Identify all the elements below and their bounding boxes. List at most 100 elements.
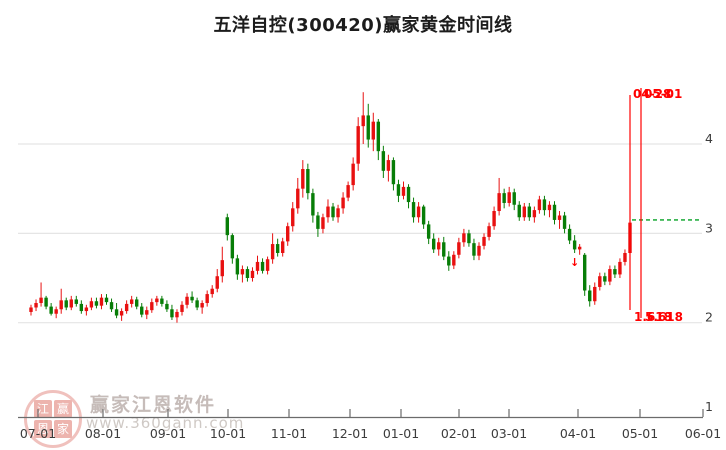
- candle-body: [608, 269, 612, 282]
- candle-body: [150, 302, 154, 311]
- candle-body: [54, 309, 58, 314]
- candle-body: [452, 254, 456, 266]
- candle-body: [155, 298, 159, 303]
- candle-body: [532, 210, 537, 218]
- seal-character-grid: 江 赢 恩 家: [34, 400, 72, 438]
- x-axis-label: 06-01: [685, 426, 721, 441]
- candle-body: [275, 244, 280, 253]
- candle-body: [306, 169, 310, 194]
- candle-body: [260, 261, 265, 271]
- candle-body: [160, 298, 164, 304]
- candle-body: [421, 206, 426, 225]
- candle-body: [114, 309, 119, 316]
- candle-body: [165, 303, 169, 310]
- time-line-date-label: 04-28: [633, 87, 671, 101]
- candle-body: [371, 121, 375, 140]
- candle-body: [437, 242, 441, 250]
- candle-body: [416, 206, 421, 218]
- candle-body: [79, 303, 84, 312]
- candle-body: [482, 236, 486, 246]
- candle-body: [190, 296, 194, 301]
- candle-body: [59, 300, 63, 310]
- candle-body: [180, 304, 184, 312]
- candle-body: [557, 215, 562, 220]
- candle-body: [321, 217, 325, 229]
- candle-body: [552, 204, 557, 220]
- candle-body: [542, 199, 547, 211]
- candle-body: [326, 206, 330, 218]
- candle-body: [69, 299, 73, 308]
- candle-body: [124, 303, 129, 312]
- seal-char: 恩: [34, 420, 52, 438]
- candle-body: [426, 224, 431, 239]
- candle-body: [361, 115, 365, 127]
- candle-body: [34, 303, 38, 308]
- candle-body: [195, 300, 199, 308]
- candle-body: [286, 226, 290, 242]
- candle-body: [94, 301, 99, 306]
- watermark-brand-text: 赢家江恩软件: [90, 394, 217, 416]
- candle-body: [311, 193, 315, 216]
- candle-body: [145, 310, 149, 315]
- y-axis-label: 2: [705, 310, 713, 325]
- candle-body: [537, 199, 542, 211]
- candle-body: [562, 215, 567, 229]
- candle-body: [391, 160, 396, 185]
- candle-body: [386, 160, 391, 171]
- candle-body: [210, 288, 214, 295]
- candle-body: [487, 226, 491, 237]
- candle-body: [280, 241, 285, 253]
- candle-body: [507, 192, 511, 203]
- candle-body: [603, 276, 607, 282]
- candle-body: [431, 238, 436, 250]
- candle-body: [411, 202, 416, 218]
- y-axis-label: 1: [705, 399, 713, 414]
- candle-body: [230, 235, 235, 259]
- candle-body: [366, 115, 370, 140]
- x-axis-label: 07-01: [20, 426, 56, 441]
- candle-body: [401, 186, 406, 196]
- candle-body: [492, 211, 496, 227]
- x-axis-label: 01-01: [383, 426, 419, 441]
- candle-body: [447, 256, 451, 266]
- x-axis-label: 04-01: [560, 426, 596, 441]
- candle-body: [39, 297, 43, 304]
- candle-body: [341, 197, 345, 209]
- candle-body: [502, 193, 506, 203]
- candle-body: [119, 311, 124, 316]
- candle-body: [84, 307, 89, 312]
- candle-body: [245, 269, 250, 279]
- x-axis-label: 05-01: [622, 426, 658, 441]
- candle-body: [331, 206, 335, 218]
- y-axis-label: 4: [705, 131, 713, 146]
- candle-body: [618, 261, 622, 275]
- candle-body: [220, 260, 224, 277]
- x-axis-label: 09-01: [150, 426, 186, 441]
- candle-body: [572, 240, 577, 250]
- candle-body: [64, 300, 68, 308]
- x-axis-label: 10-01: [210, 426, 246, 441]
- candle-body: [467, 233, 471, 244]
- x-axis-label: 02-01: [441, 426, 477, 441]
- candle-body: [170, 309, 174, 318]
- candle-body: [225, 217, 230, 236]
- candle-body: [582, 254, 587, 291]
- candle-body: [442, 242, 446, 257]
- x-axis-label: 12-01: [332, 426, 368, 441]
- candle-body: [89, 301, 94, 308]
- x-axis-label: 08-01: [85, 426, 121, 441]
- candle-body: [336, 208, 340, 218]
- x-axis-label: 11-01: [271, 426, 307, 441]
- candle-body: [270, 244, 275, 260]
- candle-body: [527, 206, 532, 218]
- candle-body: [301, 169, 305, 189]
- time-line-ratio-label: 1.618: [634, 310, 672, 324]
- candle-body: [296, 188, 300, 209]
- candle-body: [316, 215, 320, 229]
- candle-body: [577, 246, 582, 250]
- candle-body: [205, 294, 209, 304]
- candle-body: [200, 303, 204, 308]
- candle-body: [74, 299, 79, 304]
